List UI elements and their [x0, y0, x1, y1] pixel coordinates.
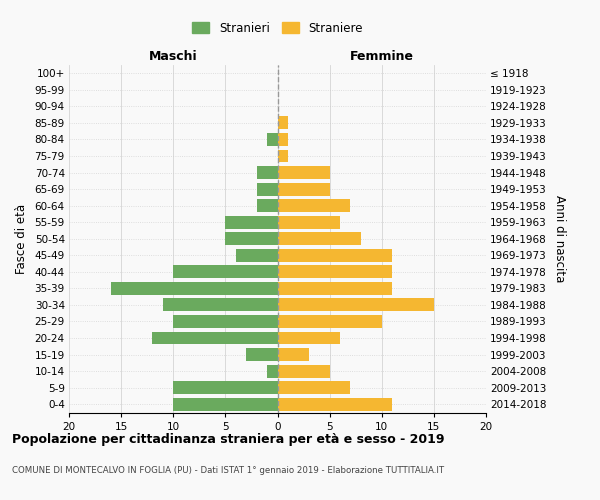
Bar	[257, 199, 277, 212]
Bar	[267, 133, 277, 146]
Bar	[277, 315, 382, 328]
Bar	[277, 116, 288, 130]
Bar	[277, 398, 392, 410]
Bar	[277, 348, 309, 361]
Bar	[152, 332, 277, 344]
Text: COMUNE DI MONTECALVO IN FOGLIA (PU) - Dati ISTAT 1° gennaio 2019 - Elaborazione : COMUNE DI MONTECALVO IN FOGLIA (PU) - Da…	[12, 466, 444, 475]
Y-axis label: Anni di nascita: Anni di nascita	[553, 195, 566, 282]
Y-axis label: Fasce di età: Fasce di età	[14, 204, 28, 274]
Legend: Stranieri, Straniere: Stranieri, Straniere	[187, 17, 368, 40]
Bar	[236, 249, 277, 262]
Text: Maschi: Maschi	[149, 50, 197, 62]
Bar	[277, 266, 392, 278]
Bar	[277, 166, 329, 179]
Bar	[277, 133, 288, 146]
Text: Popolazione per cittadinanza straniera per età e sesso - 2019: Popolazione per cittadinanza straniera p…	[12, 432, 445, 446]
Bar	[267, 364, 277, 378]
Bar	[173, 381, 277, 394]
Bar	[277, 199, 350, 212]
Text: Femmine: Femmine	[350, 50, 414, 62]
Bar	[173, 266, 277, 278]
Bar	[257, 182, 277, 196]
Bar	[277, 232, 361, 245]
Bar	[111, 282, 277, 295]
Bar	[277, 282, 392, 295]
Bar	[277, 381, 350, 394]
Bar	[277, 298, 434, 312]
Bar	[277, 332, 340, 344]
Bar	[277, 150, 288, 162]
Bar	[246, 348, 277, 361]
Bar	[277, 364, 329, 378]
Bar	[257, 166, 277, 179]
Bar	[163, 298, 277, 312]
Bar	[173, 398, 277, 410]
Bar	[277, 182, 329, 196]
Bar	[277, 216, 340, 228]
Bar	[226, 232, 277, 245]
Bar	[277, 249, 392, 262]
Bar	[226, 216, 277, 228]
Bar	[173, 315, 277, 328]
